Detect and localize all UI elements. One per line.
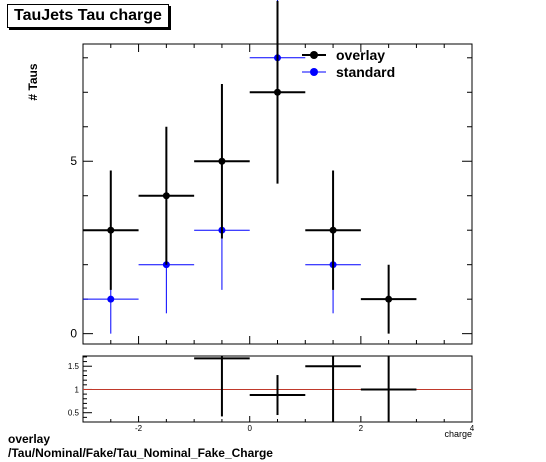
ratio-y-tick-label: 1.5 xyxy=(68,362,80,371)
overlay-point xyxy=(249,0,306,184)
ratio-point xyxy=(305,356,361,422)
legend-overlay-label: overlay xyxy=(336,47,385,63)
overlay-point xyxy=(305,170,361,290)
ratio-point xyxy=(249,375,306,416)
footer-label: overlay xyxy=(8,432,51,446)
overlay-point xyxy=(360,264,417,334)
overlay-marker xyxy=(162,192,170,200)
y-axis-label: # Taus xyxy=(26,63,40,100)
ratio-x-tick-label: 4 xyxy=(470,424,475,433)
ratio-x-tick-label: 0 xyxy=(247,424,252,433)
overlay-marker xyxy=(329,226,337,234)
x-axis-label: charge xyxy=(444,429,472,439)
overlay-marker xyxy=(385,295,393,303)
overlay-marker xyxy=(107,226,115,234)
ratio-y-tick-label: 1 xyxy=(75,385,80,394)
legend-standard-marker xyxy=(310,68,318,76)
overlay-point xyxy=(138,126,195,265)
main-axes: 05 xyxy=(70,44,473,344)
overlay-point xyxy=(194,84,250,239)
ratio-x-tick-label: -2 xyxy=(135,424,143,433)
chart-title: TauJets Tau charge xyxy=(7,4,169,28)
main-marks xyxy=(83,0,417,334)
ratio-point xyxy=(194,356,250,417)
overlay-marker xyxy=(274,88,281,96)
standard-marker xyxy=(107,295,115,303)
ratio-point xyxy=(360,356,417,422)
overlay-marker xyxy=(218,157,226,165)
overlay-point xyxy=(83,170,139,290)
legend: overlay standard xyxy=(302,47,395,80)
ratio-y-tick-label: 0.5 xyxy=(68,409,80,418)
ratio-x-tick-label: 2 xyxy=(359,424,364,433)
ratio-marks xyxy=(83,356,472,422)
legend-overlay-marker xyxy=(310,51,318,59)
footer-path: /Tau/Nominal/Fake/Tau_Nominal_Fake_Charg… xyxy=(8,446,273,460)
legend-standard-label: standard xyxy=(336,64,395,80)
y-tick-label: 0 xyxy=(70,327,77,341)
y-tick-label: 5 xyxy=(70,154,77,168)
